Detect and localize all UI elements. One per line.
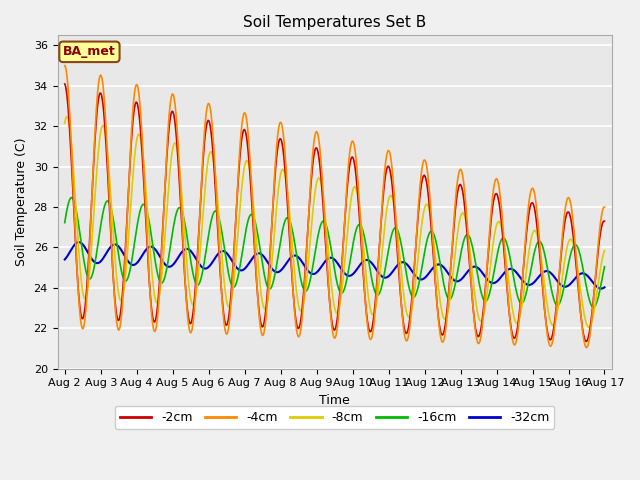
Legend: -2cm, -4cm, -8cm, -16cm, -32cm: -2cm, -4cm, -8cm, -16cm, -32cm: [115, 406, 554, 429]
X-axis label: Time: Time: [319, 394, 350, 407]
Title: Soil Temperatures Set B: Soil Temperatures Set B: [243, 15, 426, 30]
Text: BA_met: BA_met: [63, 45, 116, 59]
Y-axis label: Soil Temperature (C): Soil Temperature (C): [15, 138, 28, 266]
